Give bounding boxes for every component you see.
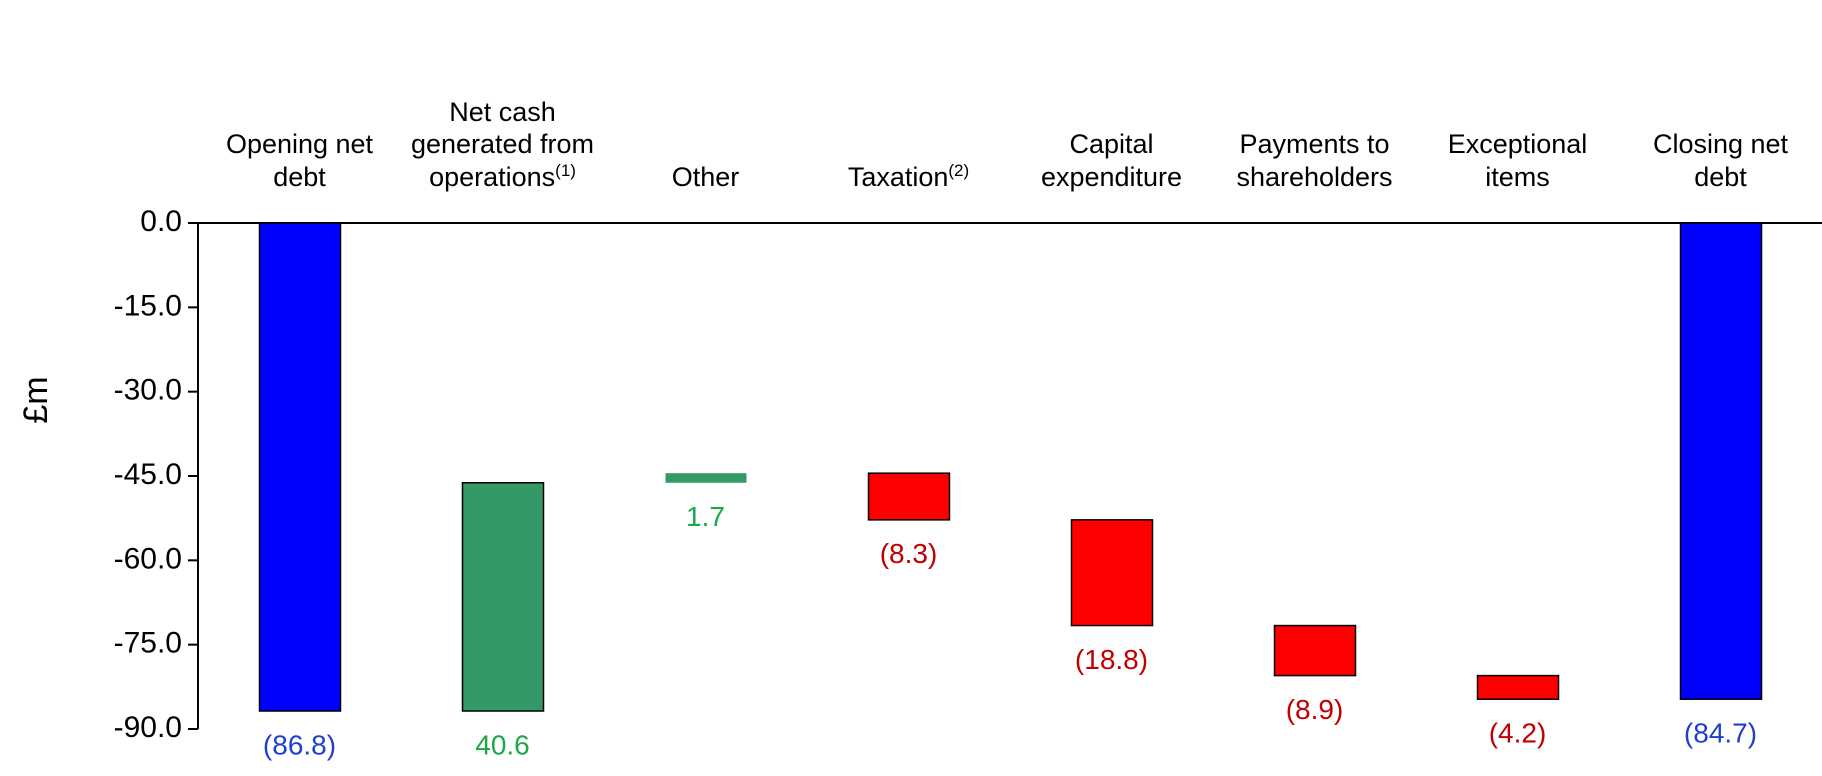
y-tick-label: 0.0 — [140, 205, 182, 238]
category-text: Exceptional items — [1447, 129, 1588, 192]
bar — [1476, 674, 1560, 700]
value-label: (8.3) — [880, 538, 938, 569]
category-label: Taxation(2) — [814, 161, 1004, 193]
y-tick-label: -60.0 — [114, 542, 182, 575]
bar — [867, 472, 951, 521]
value-label: (18.8) — [1075, 644, 1148, 675]
y-tick-label: -15.0 — [114, 289, 182, 322]
y-axis-label: £m — [17, 376, 55, 423]
category-label: Closing net debt — [1626, 128, 1816, 193]
category-text: Taxation — [847, 161, 949, 192]
category-text: Capital expenditure — [1040, 129, 1183, 192]
bar — [1273, 624, 1357, 677]
category-text: Opening net debt — [225, 129, 374, 192]
category-label: Capital expenditure — [1017, 128, 1207, 193]
category-text: Net cash generated from operations — [410, 96, 595, 192]
bar — [461, 481, 545, 712]
value-label: 1.7 — [686, 501, 725, 532]
category-note: (2) — [948, 160, 970, 180]
bar — [258, 222, 342, 712]
y-tick-label: -45.0 — [114, 458, 182, 491]
value-label: (4.2) — [1489, 718, 1547, 749]
category-label: Opening net debt — [205, 128, 395, 193]
category-label: Payments to shareholders — [1220, 128, 1410, 193]
value-label: (86.8) — [263, 729, 336, 760]
y-tick-label: -75.0 — [114, 627, 182, 660]
y-tick-label: -90.0 — [114, 711, 182, 744]
bar — [665, 473, 747, 483]
y-tick-label: -30.0 — [114, 374, 182, 407]
value-label: (8.9) — [1286, 694, 1344, 725]
category-label: Net cash generated from operations(1) — [408, 96, 598, 193]
category-text: Payments to shareholders — [1236, 129, 1393, 192]
bar — [1679, 222, 1763, 700]
category-note: (1) — [555, 160, 576, 180]
category-text: Other — [671, 161, 740, 192]
bar — [1070, 519, 1154, 627]
category-label: Other — [611, 161, 801, 193]
value-label: 40.6 — [475, 729, 530, 760]
category-label: Exceptional items — [1423, 128, 1613, 193]
category-text: Closing net debt — [1652, 129, 1789, 192]
value-label: (84.7) — [1684, 718, 1757, 749]
